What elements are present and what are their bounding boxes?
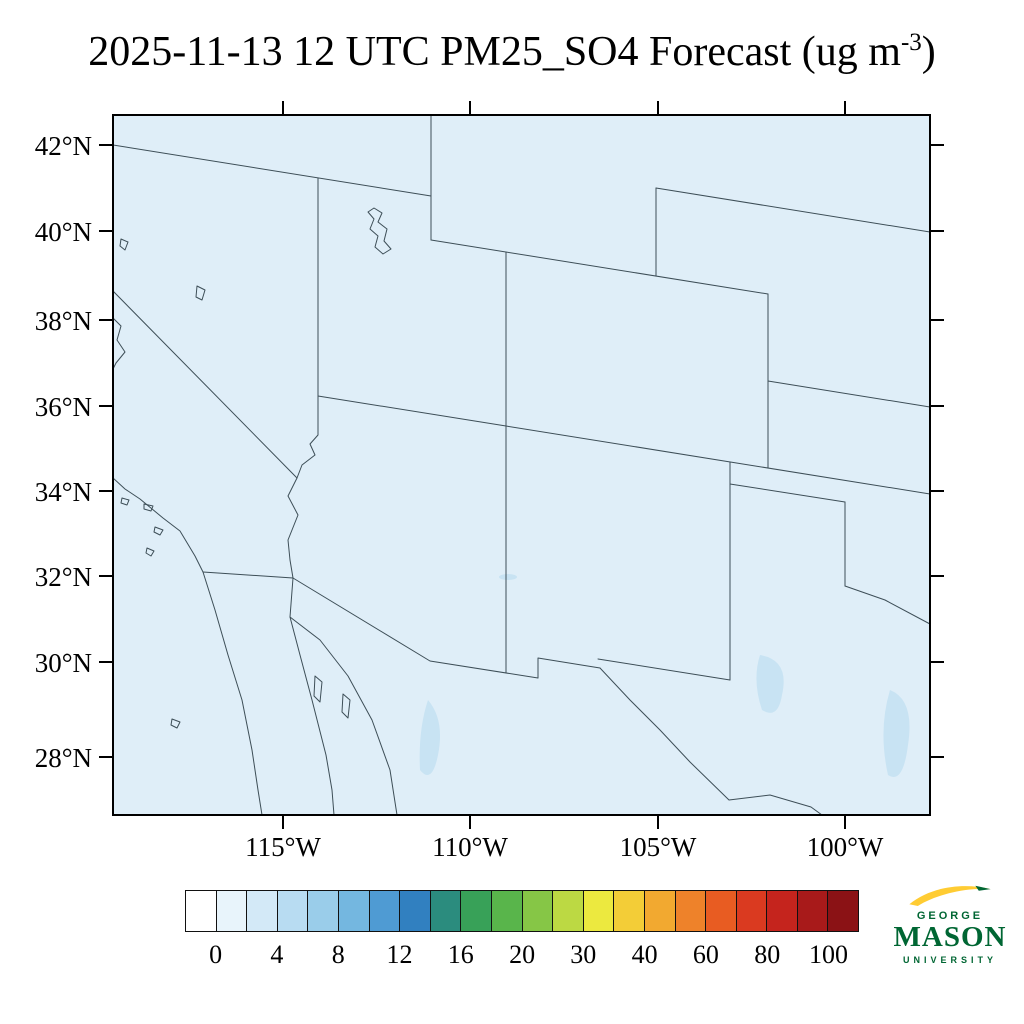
lat-label: 40°N [35, 217, 92, 247]
colorbar-cell [705, 890, 737, 932]
state-border [597, 658, 731, 681]
colorbar-cell [674, 890, 707, 932]
coastline [289, 616, 335, 815]
lon-label: 110°W [432, 832, 508, 862]
coastline [113, 477, 204, 573]
chart-title-close: ) [921, 29, 936, 75]
island [313, 675, 323, 703]
small-lake [195, 285, 206, 301]
colorbar-cell [368, 890, 401, 932]
colorbar-label: 60 [692, 940, 719, 969]
colorbar-cell [399, 890, 431, 932]
rio-grande [599, 667, 823, 815]
chart-title: 2025-11-13 12 UTC PM25_SO4 Forecast (ug … [0, 28, 1024, 76]
lat-label: 36°N [35, 392, 92, 422]
lat-label: 42°N [35, 131, 92, 161]
lat-label: 30°N [35, 648, 92, 678]
state-border [287, 477, 299, 579]
logo-mason-text: MASON [893, 921, 1007, 953]
data-patch [499, 574, 517, 580]
international-border [292, 577, 601, 679]
coastline [289, 616, 398, 815]
island [143, 503, 154, 512]
lat-label: 38°N [35, 306, 92, 336]
coastline [289, 577, 294, 618]
state-border [113, 144, 432, 197]
logo-university-text: UNIVERSITY [902, 955, 997, 965]
colorbar-cell [735, 890, 768, 932]
colorbar: 0 4 8 12 16 20 30 40 60 80 100 [185, 890, 860, 990]
data-patches [419, 574, 910, 777]
lat-label: 34°N [35, 477, 92, 507]
state-border [430, 239, 769, 295]
colorbar-cell [246, 890, 278, 932]
colorbar-cell [796, 890, 829, 932]
lon-label: 105°W [620, 832, 697, 862]
great-salt-lake [367, 207, 392, 255]
map-frame [112, 114, 931, 816]
chart-title-exponent: -3 [900, 29, 922, 56]
colorbar-label: 8 [331, 940, 345, 969]
state-border [113, 290, 298, 479]
state-border [844, 585, 930, 625]
colorbar-cell [185, 890, 217, 932]
colorbar-cell [582, 890, 615, 932]
coastline [202, 571, 263, 815]
colorbar-cell [827, 890, 860, 932]
lat-label: 28°N [35, 743, 92, 773]
colorbar-label: 20 [509, 940, 536, 969]
colorbar-cell [307, 890, 339, 932]
colorbar-label: 4 [270, 940, 284, 969]
data-patch [419, 700, 441, 775]
colorbar-cell [766, 890, 798, 932]
colorbar-label: 16 [447, 940, 474, 969]
axis-labels: 42°N 40°N 38°N 36°N 34°N 32°N 30°N 28°N … [35, 131, 884, 862]
colorbar-cell [460, 890, 492, 932]
colorbar-label: 30 [570, 940, 597, 969]
colorbar-label: 80 [754, 940, 781, 969]
logo-george-text: GEORGE [916, 910, 984, 922]
island [170, 718, 181, 729]
lon-label: 115°W [245, 832, 321, 862]
colorbar-cell [613, 890, 645, 932]
island [341, 693, 351, 719]
state-border [655, 187, 930, 233]
data-patch [756, 655, 784, 713]
colorbar-label: 100 [809, 940, 848, 969]
chart-title-text: 2025-11-13 12 UTC PM25_SO4 Forecast (ug … [88, 29, 901, 75]
island [153, 526, 164, 536]
colorbar-cell [276, 890, 309, 932]
colorbar-cell [490, 890, 523, 932]
map-geography [113, 115, 930, 815]
lat-label: 32°N [35, 562, 92, 592]
swoosh-icon [909, 885, 991, 906]
colorbar-label: 40 [631, 940, 658, 969]
colorbar-label: 12 [386, 940, 413, 969]
colorbar-cell [643, 890, 676, 932]
state-border [767, 380, 930, 408]
map-background [113, 115, 930, 815]
lon-label: 100°W [807, 832, 884, 862]
data-patch [883, 690, 910, 777]
island [120, 497, 130, 506]
gmu-logo: GEORGE MASON UNIVERSITY [884, 884, 1016, 965]
small-lake [119, 238, 129, 251]
colorbar-cell [429, 890, 462, 932]
state-border [296, 395, 319, 479]
international-border [202, 571, 294, 579]
colorbar-labels: 0 4 8 12 16 20 30 40 60 80 100 [185, 932, 859, 972]
island [145, 547, 155, 557]
colorbar-cells [185, 890, 860, 932]
coastline [113, 317, 126, 370]
colorbar-cell [215, 890, 248, 932]
colorbar-cell [337, 890, 370, 932]
colorbar-label: 0 [209, 940, 223, 969]
state-border [729, 483, 846, 503]
colorbar-cell [552, 890, 584, 932]
colorbar-cell [521, 890, 554, 932]
axis-ticks [99, 101, 944, 829]
